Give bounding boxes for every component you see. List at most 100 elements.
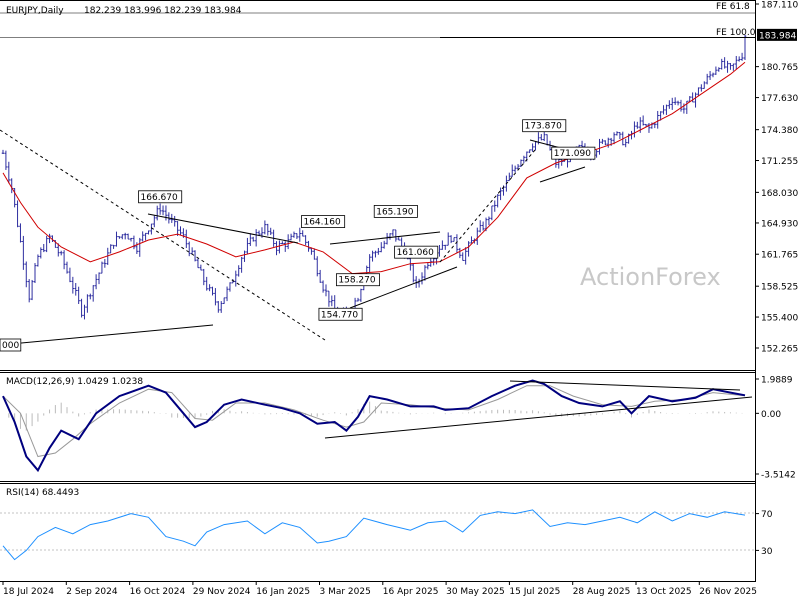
price-bar xyxy=(513,165,517,173)
trendline-wedge-bottom xyxy=(539,166,586,183)
price-bar xyxy=(97,272,101,285)
price-bar xyxy=(691,92,694,103)
price-bar xyxy=(74,282,78,296)
price-bar xyxy=(22,235,25,270)
macd-axis: 1.9889 0.00 -3.5142 xyxy=(755,376,796,481)
price-bar xyxy=(118,236,121,239)
price-bar xyxy=(88,293,92,300)
price-bar xyxy=(141,231,144,242)
price-bar xyxy=(455,234,459,254)
price-axis: 187.110 183.984 180.765 177.630 174.380 171.2… xyxy=(755,1,798,355)
price-bar xyxy=(176,221,179,236)
price-bar xyxy=(283,241,287,252)
price-bar xyxy=(24,261,28,288)
price-bar xyxy=(443,244,447,250)
price-bar xyxy=(606,137,610,148)
price-bar xyxy=(478,220,482,233)
price-bar xyxy=(33,263,37,284)
price-bar xyxy=(615,131,619,136)
price-bar xyxy=(112,244,115,249)
price-bar xyxy=(720,58,724,70)
price-bar xyxy=(65,261,69,274)
trendline-upper-resistance xyxy=(147,213,299,244)
price-label-text: FE 61.8 xyxy=(716,2,750,12)
price-bar xyxy=(196,258,200,269)
macd-trendline-bottom xyxy=(324,396,753,439)
price-bar xyxy=(205,276,208,291)
price-bar xyxy=(80,298,83,318)
price-label-text: 173.870 xyxy=(525,122,562,132)
price-bar xyxy=(48,233,51,244)
price-bar xyxy=(129,237,133,242)
price-bar xyxy=(441,240,444,250)
rsi-tick-label: 30 xyxy=(761,547,773,557)
trendline-range-top xyxy=(329,231,441,245)
watermark: ActionForex xyxy=(580,263,721,291)
price-bar xyxy=(222,297,226,304)
price-bar xyxy=(77,286,80,304)
price-bar xyxy=(668,100,671,109)
price-bar xyxy=(147,230,150,235)
price-label: FE 61.8 xyxy=(716,2,750,12)
price-bar xyxy=(45,235,48,253)
price-label: 171.090 xyxy=(551,146,596,160)
price-bar xyxy=(653,122,657,129)
current-price-text: 183.984 xyxy=(759,31,796,41)
price-bar xyxy=(161,205,165,216)
price-tick-label: 171.255 xyxy=(761,157,798,167)
price-tick-label: 168.030 xyxy=(761,189,798,199)
price-candles xyxy=(1,35,747,320)
price-bar xyxy=(266,223,270,236)
price-label: 173.870 xyxy=(522,119,567,133)
price-bar xyxy=(251,236,255,242)
price-bar xyxy=(679,99,683,112)
price-bar xyxy=(676,100,680,106)
price-bar xyxy=(315,256,319,277)
price-bar xyxy=(278,240,281,254)
price-label-text: 171.090 xyxy=(554,149,591,159)
price-bar xyxy=(310,247,313,255)
price-bar xyxy=(374,250,377,258)
trendline-lower-support xyxy=(0,324,214,346)
trendline-rise-support xyxy=(349,266,458,309)
price-bar xyxy=(36,254,40,267)
price-bar xyxy=(743,35,747,60)
price-bar xyxy=(193,250,197,262)
price-bar xyxy=(359,288,363,302)
price-bar xyxy=(304,235,307,246)
price-bar xyxy=(452,237,456,242)
price-bar xyxy=(164,205,168,221)
price-bar xyxy=(158,203,162,215)
price-label-text: 161.060 xyxy=(397,248,434,258)
price-bar xyxy=(659,111,662,121)
trendlines xyxy=(0,129,586,346)
price-bar xyxy=(496,194,499,208)
trendline-dashed-down xyxy=(0,129,326,341)
price-bar xyxy=(604,140,607,146)
price-bar xyxy=(7,161,11,184)
price-bar xyxy=(470,236,473,244)
price-bar xyxy=(458,247,462,259)
price-bar xyxy=(438,244,441,257)
date-tick-label: 15 Jul 2025 xyxy=(509,587,560,597)
price-bar xyxy=(179,226,182,236)
price-bar xyxy=(234,270,238,287)
macd-tick-label: 1.9889 xyxy=(761,376,793,386)
price-bar xyxy=(246,237,249,255)
date-tick-label: 13 Oct 2025 xyxy=(636,587,692,597)
price-bar xyxy=(697,87,700,97)
price-annotations: 166.670 164.160 165.190 161.060 158.270 154.7… xyxy=(0,2,756,352)
price-bar xyxy=(475,227,479,245)
price-bar xyxy=(144,232,147,241)
time-axis: 18 Jul 2024 2 Sep 2024 16 Oct 2024 29 Nov 2… xyxy=(2,581,757,597)
price-bar xyxy=(449,235,453,244)
price-bar xyxy=(368,254,371,273)
price-bar xyxy=(135,242,139,254)
price-bar xyxy=(202,268,206,286)
rsi-panel: RSI(14) 68.4493 70 30 xyxy=(0,488,773,561)
price-bar xyxy=(723,57,726,69)
price-bar xyxy=(670,97,674,110)
price-bar xyxy=(321,280,325,293)
price-tick-label: 155.400 xyxy=(761,314,798,324)
